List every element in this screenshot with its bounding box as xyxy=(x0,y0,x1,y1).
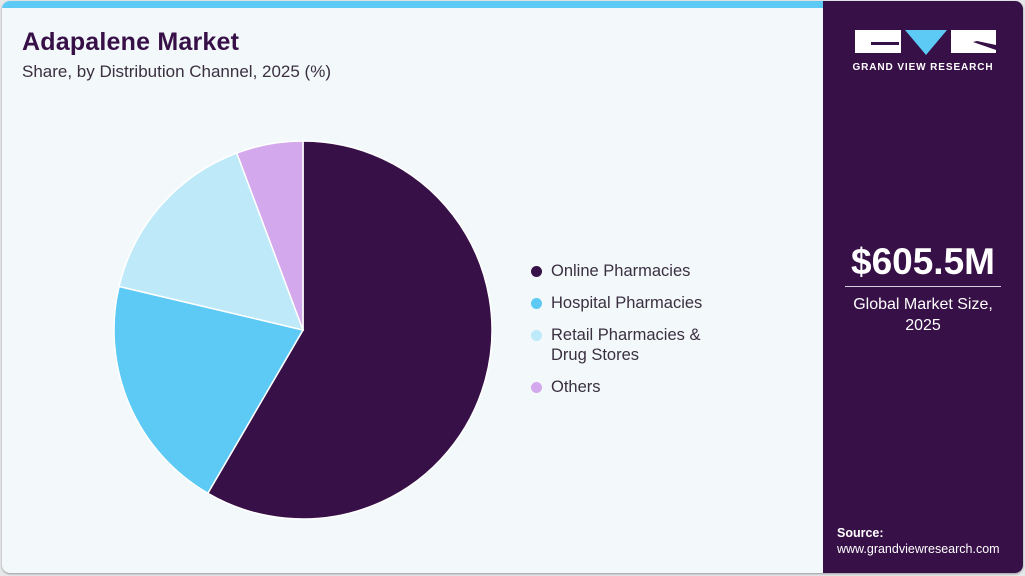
legend-label: Retail Pharmacies & xyxy=(551,326,701,344)
chart-subtitle: Share, by Distribution Channel, 2025 (%) xyxy=(22,62,331,81)
side-panel: GRAND VIEW RESEARCH $605.5M Global Marke… xyxy=(823,1,1023,573)
pie-slice-others xyxy=(235,140,304,331)
market-size-label-line1: Global Market Size, xyxy=(853,296,993,313)
legend: Online Pharmacies Hospital Pharmacies Re… xyxy=(531,261,702,409)
legend-item-hospital-pharmacies: Hospital Pharmacies xyxy=(531,293,702,313)
legend-label: Hospital Pharmacies xyxy=(551,294,703,312)
legend-dot-icon xyxy=(531,382,542,393)
pie-slice-hospital-pharmacies xyxy=(113,285,305,495)
legend-label: Online Pharmacies xyxy=(551,262,691,280)
legend-dot-icon xyxy=(531,266,542,277)
market-size-value: $605.5M xyxy=(851,241,995,282)
legend-dot-icon xyxy=(531,298,542,309)
pie-slice-online-pharmacies xyxy=(206,140,493,520)
legend-item-retail-pharmacies: Retail Pharmacies & Drug Stores xyxy=(531,325,702,365)
legend-item-others: Others xyxy=(531,377,702,397)
pie-slice-retail-pharmacies-drug-stores xyxy=(118,152,305,332)
pie-chart xyxy=(113,140,493,520)
logo-text: GRAND VIEW RESEARCH xyxy=(852,62,994,73)
market-size-label-line2: 2025 xyxy=(905,317,941,334)
chart-title: Adapalene Market xyxy=(22,28,240,56)
source-url[interactable]: www.grandviewresearch.com xyxy=(837,542,1000,556)
source-label: Source: xyxy=(837,526,884,540)
accent-bar xyxy=(2,1,824,8)
legend-label-line2: Drug Stores xyxy=(551,346,640,364)
divider xyxy=(845,286,1001,287)
legend-dot-icon xyxy=(531,330,542,341)
grand-view-research-logo-icon xyxy=(855,30,996,55)
legend-item-online-pharmacies: Online Pharmacies xyxy=(531,261,702,281)
market-size-label: Global Market Size, 2025 xyxy=(823,294,1023,336)
legend-label: Others xyxy=(551,378,601,396)
